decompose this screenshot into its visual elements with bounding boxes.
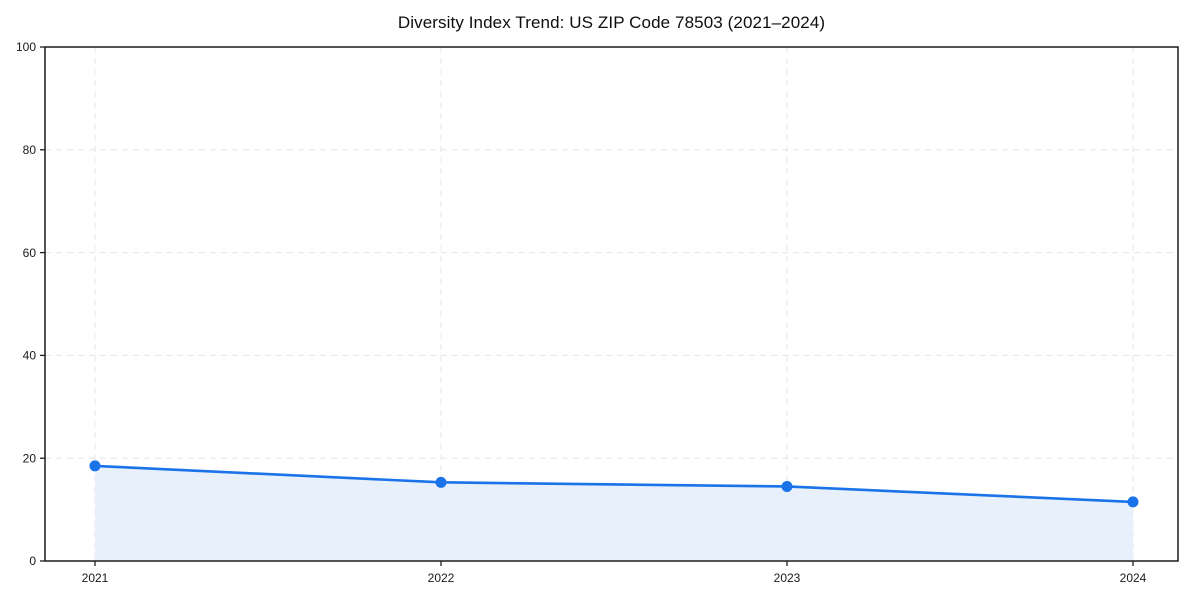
y-axis-tick-label: 80 — [23, 143, 37, 157]
x-axis-tick-label: 2024 — [1120, 571, 1147, 585]
y-axis-tick-label: 0 — [29, 554, 36, 568]
x-axis-tick-label: 2023 — [774, 571, 801, 585]
y-axis-tick-label: 100 — [16, 40, 36, 54]
data-point — [89, 460, 101, 472]
series-line — [93, 464, 1135, 504]
series-area — [95, 465, 1133, 561]
y-axis-tick-label: 60 — [23, 246, 37, 260]
y-axis-tick-label: 40 — [23, 349, 37, 363]
chart-title: Diversity Index Trend: US ZIP Code 78503… — [397, 13, 826, 32]
x-axis-tick-label: 2021 — [82, 571, 109, 585]
data-point — [781, 480, 793, 492]
x-axis-tick-label: 2022 — [428, 571, 455, 585]
y-axis-tick-label: 20 — [23, 451, 37, 465]
data-point — [435, 476, 447, 488]
plot-border — [44, 46, 1179, 562]
data-point — [1127, 496, 1139, 508]
